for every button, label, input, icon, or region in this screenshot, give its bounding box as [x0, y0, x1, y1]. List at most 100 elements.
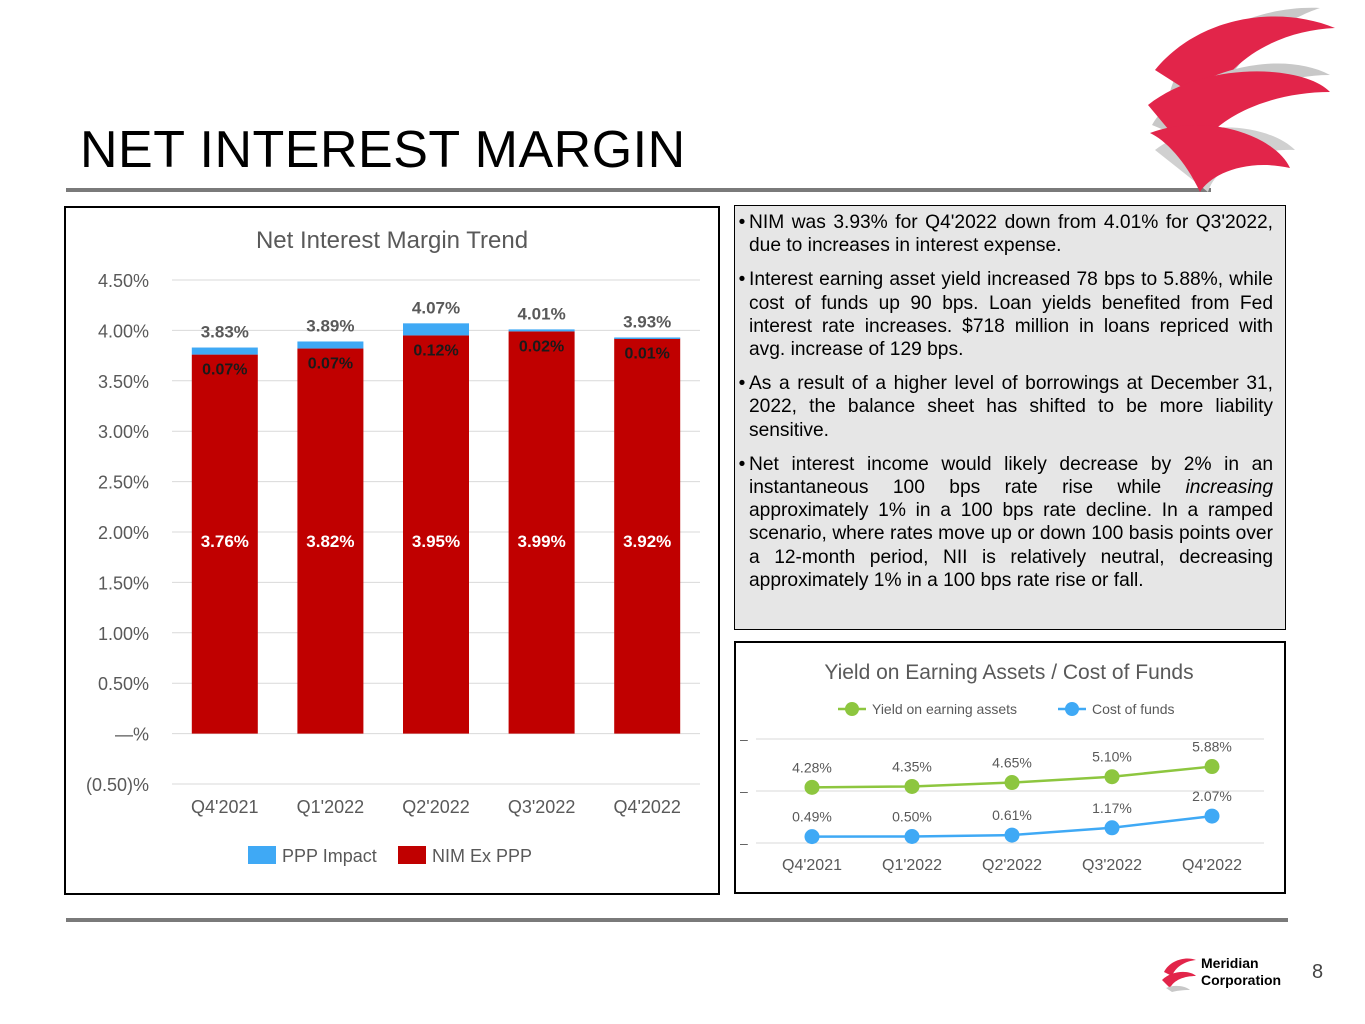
gridlines: – – – [740, 731, 1264, 851]
x-tick-label: Q1'2022 [882, 857, 942, 874]
bullet-text: Net interest income would likely decreas… [749, 453, 1273, 592]
y-tick-label: – [740, 835, 748, 851]
bar-ppp-impact [614, 337, 681, 339]
x-tick-label: Q4'2021 [782, 857, 842, 874]
legend-marker [1065, 702, 1079, 716]
bar-nim-ex-ppp [614, 338, 681, 734]
y-axis-ticks: (0.50)% —% 0.50% 1.00% 1.50% 2.00% 2.50% 3.00% 3… [86, 271, 149, 795]
legend-swatch [398, 846, 426, 864]
legend-label: PPP Impact [282, 846, 377, 866]
data-point [1204, 808, 1220, 824]
data-label: 2.07% [1192, 788, 1232, 804]
x-tick-label: Q1'2022 [297, 797, 365, 817]
data-label: 1.17% [1092, 800, 1132, 816]
data-label-total: 3.83% [201, 323, 249, 342]
x-tick-label: Q4'2022 [613, 797, 681, 817]
data-label-ppp-impact: 0.12% [413, 342, 458, 359]
bullet-item: • Net interest income would likely decre… [735, 453, 1273, 592]
x-tick-label: Q2'2022 [982, 857, 1042, 874]
legend-label: Yield on earning assets [872, 701, 1017, 717]
data-label-nim-ex-ppp: 3.92% [623, 532, 671, 551]
bullet-dot: • [738, 269, 746, 291]
y-tick-label: 2.00% [98, 523, 149, 543]
bullet-text-part: Net interest income would likely decreas… [749, 453, 1273, 499]
page-title: NET INTEREST MARGIN [80, 121, 686, 179]
bars [191, 323, 681, 734]
bullet-item: • As a result of a higher level of borro… [735, 372, 1273, 442]
data-point [1104, 769, 1120, 785]
data-point [904, 829, 920, 844]
chart-title: Net Interest Margin Trend [256, 227, 528, 254]
data-point [804, 779, 820, 795]
data-label-total: 3.93% [623, 312, 671, 331]
corporate-logo-icon [1148, 7, 1335, 192]
bar-ppp-impact [403, 323, 469, 336]
data-label-nim-ex-ppp: 3.95% [412, 532, 460, 551]
x-axis-ticks: Q4'2021 Q1'2022 Q2'2022 Q3'2022 Q4'2022 [782, 857, 1242, 874]
data-point [1104, 820, 1120, 836]
bullet-item: • NIM was 3.93% for Q4'2022 down from 4.… [735, 211, 1273, 257]
bullet-dot: • [738, 373, 746, 395]
y-tick-label: 3.00% [98, 422, 149, 442]
y-tick-label: 0.50% [98, 674, 149, 694]
y-tick-label: 4.50% [98, 271, 149, 291]
y-tick-label: 1.00% [98, 624, 149, 644]
bullet-text-emphasis: increasing [1185, 477, 1273, 499]
legend-swatch [248, 846, 276, 864]
title-divider [66, 188, 1211, 192]
brand-logo-icon [1162, 958, 1196, 992]
bullet-dot: • [738, 453, 746, 475]
nim-chart-frame [64, 206, 720, 895]
x-tick-label: Q3'2022 [1082, 857, 1142, 874]
x-tick-label: Q4'2022 [1182, 857, 1242, 874]
x-tick-label: Q4'2021 [191, 797, 258, 817]
data-label-total: 4.01% [517, 304, 565, 323]
bar-nim-ex-ppp [403, 335, 469, 734]
data-point [1004, 827, 1020, 843]
data-label-ppp-impact: 0.01% [625, 345, 670, 362]
bar-ppp-impact [191, 347, 258, 355]
x-tick-label: Q2'2022 [402, 797, 470, 817]
brand-line: Corporation [1201, 972, 1282, 988]
yield-cost-chart: Yield on Earning Assets / Cost of Funds … [740, 661, 1264, 874]
bullet-dot: • [738, 212, 746, 233]
y-tick-label: —% [115, 725, 149, 745]
legend-marker [845, 702, 859, 716]
data-label-ppp-impact: 0.02% [519, 338, 564, 355]
data-label-ppp-impact: 0.07% [202, 362, 247, 379]
page-number: 8 [1312, 961, 1324, 983]
chart-legend: PPP Impact NIM Ex PPP [248, 846, 532, 866]
y-tick-label: – [740, 731, 748, 747]
bullet-text-part: approximately 1% in a 100 bps rate decli… [749, 500, 1273, 591]
data-label: 4.28% [792, 759, 832, 775]
data-label: 4.65% [992, 755, 1032, 771]
data-point [804, 829, 820, 845]
bullet-text: As a result of a higher level of borrowi… [749, 373, 1273, 441]
y-tick-label: 2.50% [98, 473, 149, 493]
bar-nim-ex-ppp [191, 354, 258, 734]
y-tick-label: (0.50)% [86, 775, 149, 795]
data-label: 5.10% [1092, 749, 1132, 765]
y-tick-label: 1.50% [98, 573, 149, 593]
data-label-total: 3.89% [306, 316, 354, 335]
bar-nim-ex-ppp [508, 331, 575, 734]
bar-nim-ex-ppp [297, 348, 364, 734]
data-labels: 4.28% 4.35% 4.65% 5.10% 5.88% 0.49% 0.50% 0.61%… [792, 739, 1232, 825]
data-label-total: 4.07% [412, 298, 460, 317]
data-label: 4.35% [892, 758, 932, 774]
legend-label: NIM Ex PPP [432, 846, 532, 866]
y-tick-label: 3.50% [98, 372, 149, 392]
data-label: 0.61% [992, 807, 1032, 823]
data-point [1204, 759, 1220, 775]
data-label-ppp-impact: 0.07% [308, 356, 353, 373]
nim-trend-chart: Net Interest Margin Trend (0.50)% —% 0.50%… [86, 227, 700, 866]
data-label: 5.88% [1192, 739, 1232, 755]
bullet-item: • Interest earning asset yield increased… [735, 268, 1273, 361]
x-axis-ticks: Q4'2021 Q1'2022 Q2'2022 Q3'2022 Q4'2022 [191, 797, 681, 817]
footer-divider [66, 918, 1288, 922]
series-lines [804, 759, 1220, 845]
x-tick-label: Q3'2022 [508, 797, 576, 817]
data-label: 0.50% [892, 809, 932, 825]
data-label-nim-ex-ppp: 3.99% [517, 532, 565, 551]
data-label-nim-ex-ppp: 3.76% [201, 532, 249, 551]
